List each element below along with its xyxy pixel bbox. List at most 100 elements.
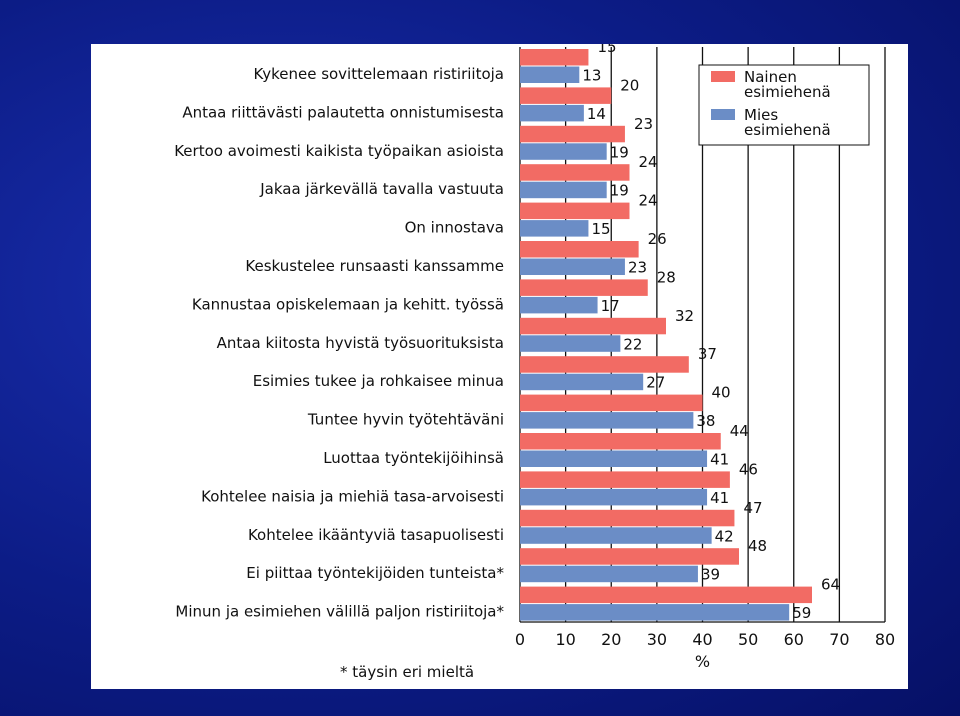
bar-mies-0 bbox=[520, 66, 580, 83]
bar-mies-14 bbox=[520, 604, 790, 621]
x-axis: 0 10 20 30 40 50 60 70 80 bbox=[515, 621, 895, 649]
value-label-mies-9: 38 bbox=[696, 412, 715, 430]
bars bbox=[520, 49, 812, 621]
value-label-nainen-1: 20 bbox=[620, 76, 639, 94]
value-label-mies-11: 41 bbox=[710, 489, 729, 507]
value-label-nainen-10: 44 bbox=[730, 422, 749, 440]
bar-mies-1 bbox=[520, 104, 584, 122]
value-label-nainen-5: 26 bbox=[648, 230, 667, 248]
bar-mies-13 bbox=[520, 565, 698, 583]
bar-mies-2 bbox=[520, 143, 607, 160]
category-label-8: Esimies tukee ja rohkaisee minua bbox=[253, 372, 504, 390]
value-label-mies-4: 15 bbox=[591, 220, 610, 238]
value-label-nainen-9: 40 bbox=[712, 384, 731, 402]
bar-mies-10 bbox=[520, 450, 708, 467]
value-label-mies-14: 59 bbox=[792, 604, 811, 622]
bar-mies-3 bbox=[520, 181, 607, 199]
value-label-nainen-6: 28 bbox=[657, 268, 676, 286]
legend-label-mies-0: Mies bbox=[744, 106, 778, 124]
category-label-1: Antaa riittävästi palautetta onnistumise… bbox=[182, 103, 504, 121]
x-tick-label-50: 50 bbox=[738, 630, 758, 649]
category-label-11: Kohtelee naisia ja miehiä tasa-arvoisest… bbox=[201, 487, 504, 505]
bar-mies-9 bbox=[520, 412, 694, 429]
value-label-nainen-0: 15 bbox=[597, 44, 616, 56]
x-tick-label-80: 80 bbox=[875, 630, 895, 649]
value-label-nainen-8: 37 bbox=[698, 345, 717, 363]
footnote: * täysin eri mieltä bbox=[340, 663, 474, 681]
legend-label-nainen-0: Nainen bbox=[744, 68, 797, 86]
category-label-5: Keskustelee runsaasti kanssamme bbox=[245, 257, 504, 275]
category-label-9: Tuntee hyvin työtehtäväni bbox=[307, 411, 504, 429]
x-axis-label: % bbox=[695, 652, 710, 671]
value-label-nainen-11: 46 bbox=[739, 460, 758, 478]
legend-label-nainen-1: esimiehenä bbox=[744, 83, 831, 101]
category-label-14: Minun ja esimiehen välillä paljon ristir… bbox=[175, 603, 504, 621]
bar-mies-5 bbox=[520, 258, 625, 275]
bar-mies-11 bbox=[520, 488, 708, 506]
category-label-3: Jakaa järkevällä tavalla vastuuta bbox=[259, 180, 504, 198]
bar-mies-7 bbox=[520, 335, 621, 352]
x-tick-label-10: 10 bbox=[555, 630, 575, 649]
category-label-4: On innostava bbox=[405, 219, 504, 237]
value-label-mies-6: 17 bbox=[601, 297, 620, 315]
value-label-mies-2: 19 bbox=[610, 143, 629, 161]
category-label-6: Kannustaa opiskelemaan ja kehitt. työssä bbox=[192, 295, 504, 313]
bar-nainen-9 bbox=[520, 394, 703, 412]
category-label-2: Kertoo avoimesti kaikista työpaikan asio… bbox=[174, 142, 504, 160]
x-tick-label-0: 0 bbox=[515, 630, 525, 649]
category-label-7: Antaa kiitosta hyvistä työsuorituksista bbox=[217, 334, 504, 352]
bar-mies-4 bbox=[520, 220, 589, 237]
legend-swatch-mies bbox=[711, 109, 735, 120]
bar-mies-6 bbox=[520, 296, 598, 314]
bar-nainen-10 bbox=[520, 433, 721, 450]
bar-nainen-3 bbox=[520, 164, 630, 181]
x-tick-label-70: 70 bbox=[829, 630, 849, 649]
value-label-nainen-4: 24 bbox=[639, 192, 658, 210]
value-label-mies-0: 13 bbox=[582, 67, 601, 85]
value-label-mies-7: 22 bbox=[623, 335, 642, 353]
legend-label-mies-1: esimiehenä bbox=[744, 121, 831, 139]
bar-nainen-6 bbox=[520, 279, 648, 296]
value-label-mies-10: 41 bbox=[710, 451, 729, 469]
value-label-nainen-12: 47 bbox=[743, 499, 762, 517]
x-tick-label-40: 40 bbox=[692, 630, 712, 649]
bar-nainen-11 bbox=[520, 471, 730, 488]
bar-nainen-2 bbox=[520, 125, 625, 143]
bar-nainen-4 bbox=[520, 202, 630, 220]
bar-nainen-0 bbox=[520, 49, 589, 66]
bar-nainen-14 bbox=[520, 586, 812, 604]
value-label-mies-12: 42 bbox=[715, 527, 734, 545]
value-labels: 1513201423192419241526232817322237274038… bbox=[582, 44, 840, 622]
category-label-10: Luottaa työntekijöihinsä bbox=[323, 449, 504, 467]
bar-chart: Kykenee sovittelemaan ristiriitoja Antaa … bbox=[174, 44, 895, 681]
value-label-nainen-14: 64 bbox=[821, 576, 840, 594]
bar-nainen-7 bbox=[520, 317, 666, 335]
bar-mies-12 bbox=[520, 527, 712, 544]
x-tick-label-30: 30 bbox=[647, 630, 667, 649]
bar-nainen-8 bbox=[520, 356, 689, 373]
bar-nainen-13 bbox=[520, 548, 739, 565]
category-labels: Kykenee sovittelemaan ristiriitoja Antaa … bbox=[174, 65, 504, 621]
bar-mies-8 bbox=[520, 373, 644, 391]
value-label-mies-13: 39 bbox=[701, 566, 720, 584]
bar-nainen-5 bbox=[520, 241, 639, 258]
x-tick-label-60: 60 bbox=[784, 630, 804, 649]
value-label-mies-5: 23 bbox=[628, 259, 647, 277]
value-label-nainen-3: 24 bbox=[639, 153, 658, 171]
category-label-13: Ei piittaa työntekijöiden tunteista* bbox=[246, 564, 504, 582]
value-label-mies-1: 14 bbox=[587, 105, 606, 123]
value-label-mies-8: 27 bbox=[646, 374, 665, 392]
chart-panel: Kykenee sovittelemaan ristiriitoja Antaa … bbox=[91, 44, 908, 689]
category-label-0: Kykenee sovittelemaan ristiriitoja bbox=[253, 65, 504, 83]
value-label-nainen-7: 32 bbox=[675, 307, 694, 325]
bar-nainen-12 bbox=[520, 509, 735, 527]
value-label-nainen-2: 23 bbox=[634, 115, 653, 133]
value-label-mies-3: 19 bbox=[610, 182, 629, 200]
x-tick-label-20: 20 bbox=[601, 630, 621, 649]
category-label-12: Kohtelee ikääntyviä tasapuolisesti bbox=[248, 526, 504, 544]
legend-swatch-nainen bbox=[711, 71, 735, 82]
value-label-nainen-13: 48 bbox=[748, 537, 767, 555]
bar-nainen-1 bbox=[520, 87, 612, 104]
